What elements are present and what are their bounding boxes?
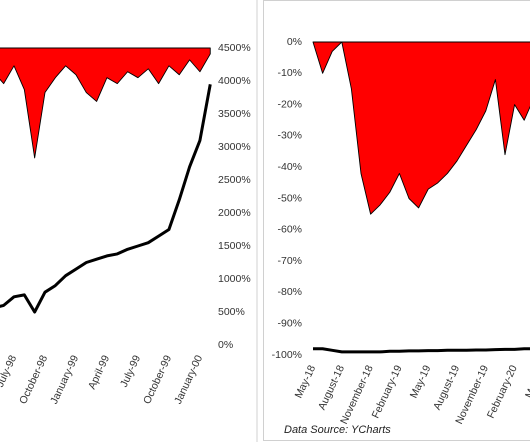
panel-border (263, 0, 530, 441)
y-tick-label: 1500% (218, 240, 251, 252)
x-tick-label: August-18 (316, 363, 347, 412)
price-line (0, 84, 212, 314)
y-tick-label: 3500% (218, 108, 251, 120)
y-tick-label: 0% (218, 339, 233, 351)
x-tick-label: August-19 (431, 363, 462, 412)
y-tick-label: -50% (277, 192, 302, 204)
y-tick-label: 1000% (218, 273, 251, 285)
x-tick-label: July-98 (0, 353, 19, 389)
y-tick-label: 4500% (218, 42, 251, 54)
x-tick-label: January-00 (172, 353, 205, 406)
y-tick-label: -70% (277, 255, 302, 267)
y-tick-label: -30% (277, 130, 302, 142)
y-tick-label: 2000% (218, 207, 251, 219)
y-tick-label: 0% (287, 36, 302, 48)
drawdown-area (312, 41, 530, 215)
y-tick-label: 4000% (218, 75, 251, 87)
x-tick-label: May-19 (408, 363, 434, 400)
y-tick-label: 2500% (218, 174, 251, 186)
x-tick-label: February-19 (370, 363, 405, 420)
y-tick-label: 3000% (218, 141, 251, 153)
y-tick-label: -80% (277, 286, 302, 298)
x-tick-label: May-20 (523, 363, 530, 400)
drawdown-area (0, 47, 211, 159)
annotation: Data Source: YCharts (284, 424, 391, 436)
x-tick-label: July-99 (118, 353, 143, 389)
x-tick-label: April-99 (86, 353, 112, 391)
y-tick-label: -40% (277, 161, 302, 173)
x-tick-label: October-99 (141, 353, 174, 406)
y-tick-label: -90% (277, 317, 302, 329)
y-tick-label: 500% (218, 306, 245, 318)
x-tick-label: October-98 (17, 353, 50, 406)
x-tick-label: January-99 (48, 353, 81, 406)
x-tick-label: February-20 (485, 363, 520, 420)
x-tick-label: May-18 (293, 363, 319, 400)
y-tick-label: -100% (272, 349, 302, 361)
price-line (313, 347, 530, 354)
y-tick-label: -20% (277, 98, 302, 110)
y-tick-label: -10% (277, 67, 302, 79)
y-tick-label: -60% (277, 224, 302, 236)
